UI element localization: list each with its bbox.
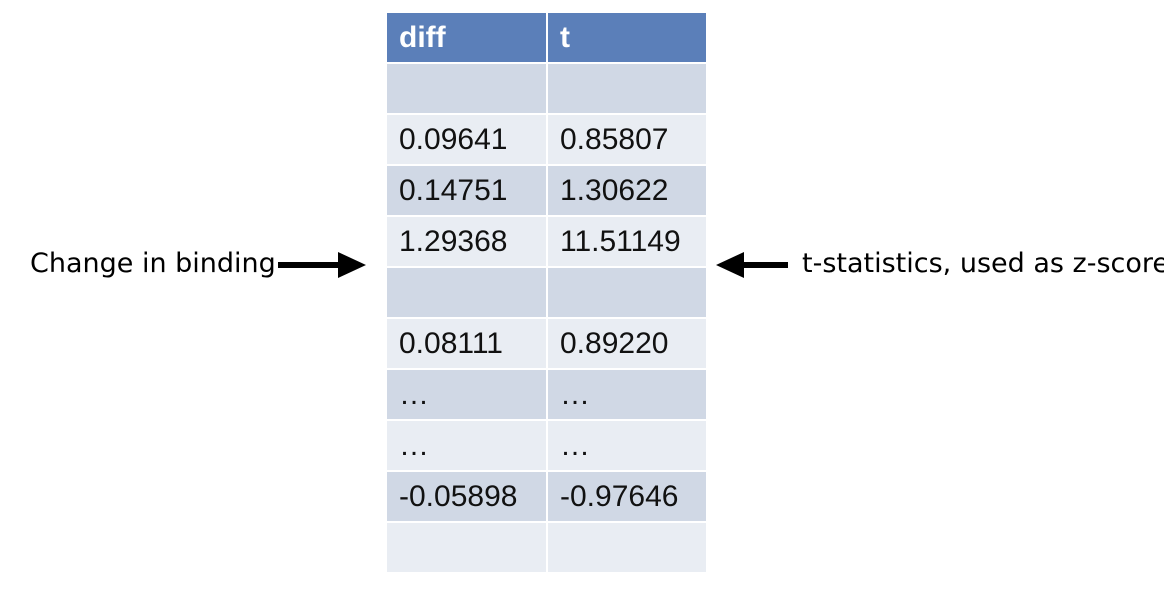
right-annotation-label: t-statistics, used as z-score bbox=[802, 248, 1164, 279]
cell-diff bbox=[385, 266, 548, 319]
cell-t: … bbox=[546, 419, 708, 472]
table-row: 0.14751 1.30622 bbox=[385, 164, 708, 217]
table-row bbox=[385, 62, 708, 115]
header-row: diff t bbox=[385, 11, 708, 64]
table-row: 0.09641 0.85807 bbox=[385, 113, 708, 166]
table-row: … … bbox=[385, 368, 708, 421]
cell-diff bbox=[385, 521, 548, 574]
cell-diff: 1.29368 bbox=[385, 215, 548, 268]
arrow-right-icon bbox=[278, 252, 366, 278]
cell-t bbox=[546, 266, 708, 319]
cell-t: -0.97646 bbox=[546, 470, 708, 523]
cell-diff: 0.08111 bbox=[385, 317, 548, 370]
cell-t: 0.89220 bbox=[546, 317, 708, 370]
cell-diff: 0.14751 bbox=[385, 164, 548, 217]
cell-t: 0.85807 bbox=[546, 113, 708, 166]
header-diff: diff bbox=[385, 11, 548, 64]
cell-t: 1.30622 bbox=[546, 164, 708, 217]
table-row: 0.08111 0.89220 bbox=[385, 317, 708, 370]
table-row: … … bbox=[385, 419, 708, 472]
table-row: -0.05898 -0.97646 bbox=[385, 470, 708, 523]
arrow-left-icon bbox=[716, 252, 788, 278]
table-row bbox=[385, 266, 708, 319]
data-table: diff t 0.09641 0.85807 0.14751 1.30622 1… bbox=[385, 11, 708, 574]
cell-t bbox=[546, 62, 708, 115]
cell-diff: 0.09641 bbox=[385, 113, 548, 166]
cell-t bbox=[546, 521, 708, 574]
cell-t: … bbox=[546, 368, 708, 421]
left-annotation-label: Change in binding bbox=[30, 248, 276, 279]
cell-diff: … bbox=[385, 368, 548, 421]
cell-diff bbox=[385, 62, 548, 115]
cell-diff: -0.05898 bbox=[385, 470, 548, 523]
cell-diff: … bbox=[385, 419, 548, 472]
header-t: t bbox=[546, 11, 708, 64]
table-row: 1.29368 11.51149 bbox=[385, 215, 708, 268]
table-row bbox=[385, 521, 708, 574]
cell-t: 11.51149 bbox=[546, 215, 708, 268]
